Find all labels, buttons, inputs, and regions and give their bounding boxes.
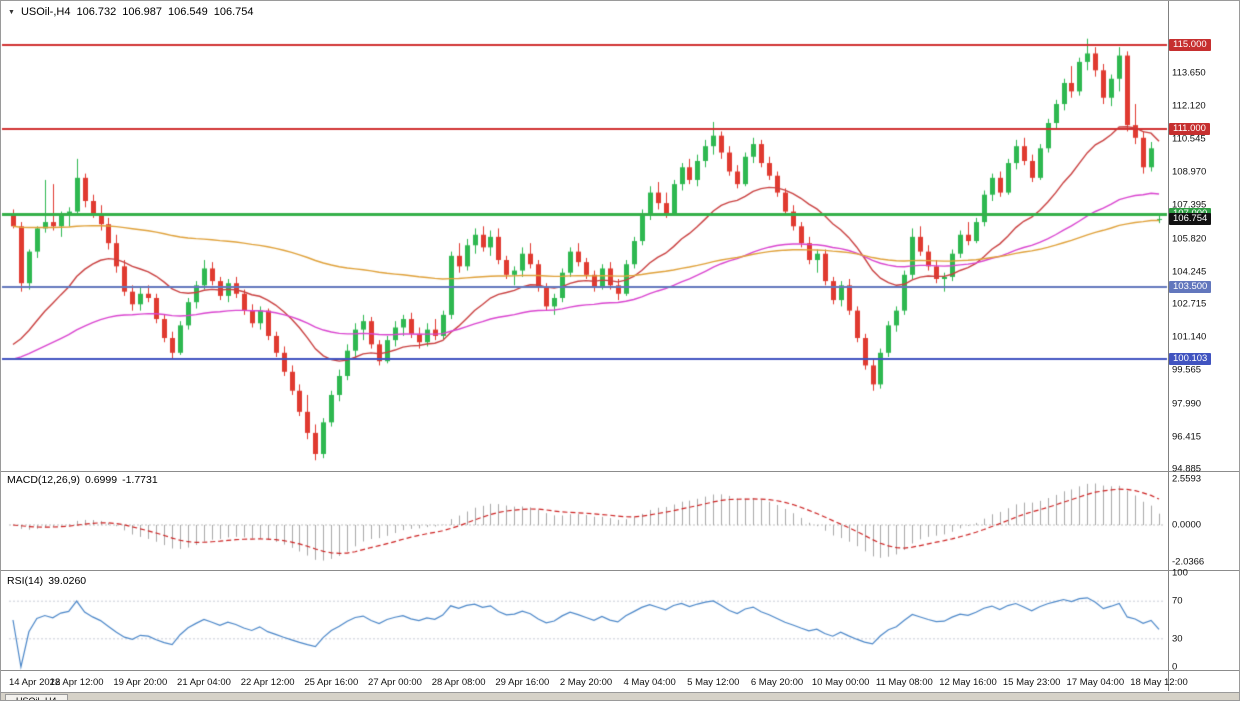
- bar-high-value: 106.987: [122, 6, 162, 18]
- chart-title: ▼ USOil-,H4 106.732 106.987 106.549 106.…: [8, 6, 254, 18]
- macd-signal-value: -1.7731: [122, 474, 158, 486]
- chart-symbol-timeframe: USOil-,H4: [20, 6, 71, 18]
- rsi-name: RSI(14): [7, 575, 44, 587]
- macd-indicator-label: MACD(12,26,9) 0.6999 -1.7731: [7, 474, 163, 486]
- rsi-value: 39.0260: [48, 575, 87, 587]
- bar-close-value: 106.754: [213, 6, 254, 18]
- time-axis-divider: [1, 670, 1239, 671]
- panel-divider-rsi[interactable]: [1, 570, 1239, 571]
- bar-low-value: 106.549: [167, 6, 208, 18]
- panel-divider-macd[interactable]: [1, 471, 1239, 472]
- chart-expand-icon[interactable]: ▼: [8, 8, 15, 16]
- bar-open-value: 106.732: [76, 6, 117, 18]
- rsi-indicator-label: RSI(14) 39.0260: [7, 575, 91, 587]
- macd-name: MACD(12,26,9): [7, 474, 80, 486]
- chart-tab[interactable]: USOil-,H4: [5, 694, 68, 700]
- macd-main-value: 0.6999: [84, 474, 118, 486]
- price-axis[interactable]: [1168, 1, 1239, 691]
- time-axis[interactable]: [1, 671, 1168, 692]
- chart-tabs-bar[interactable]: USOil-,H4: [1, 692, 1239, 700]
